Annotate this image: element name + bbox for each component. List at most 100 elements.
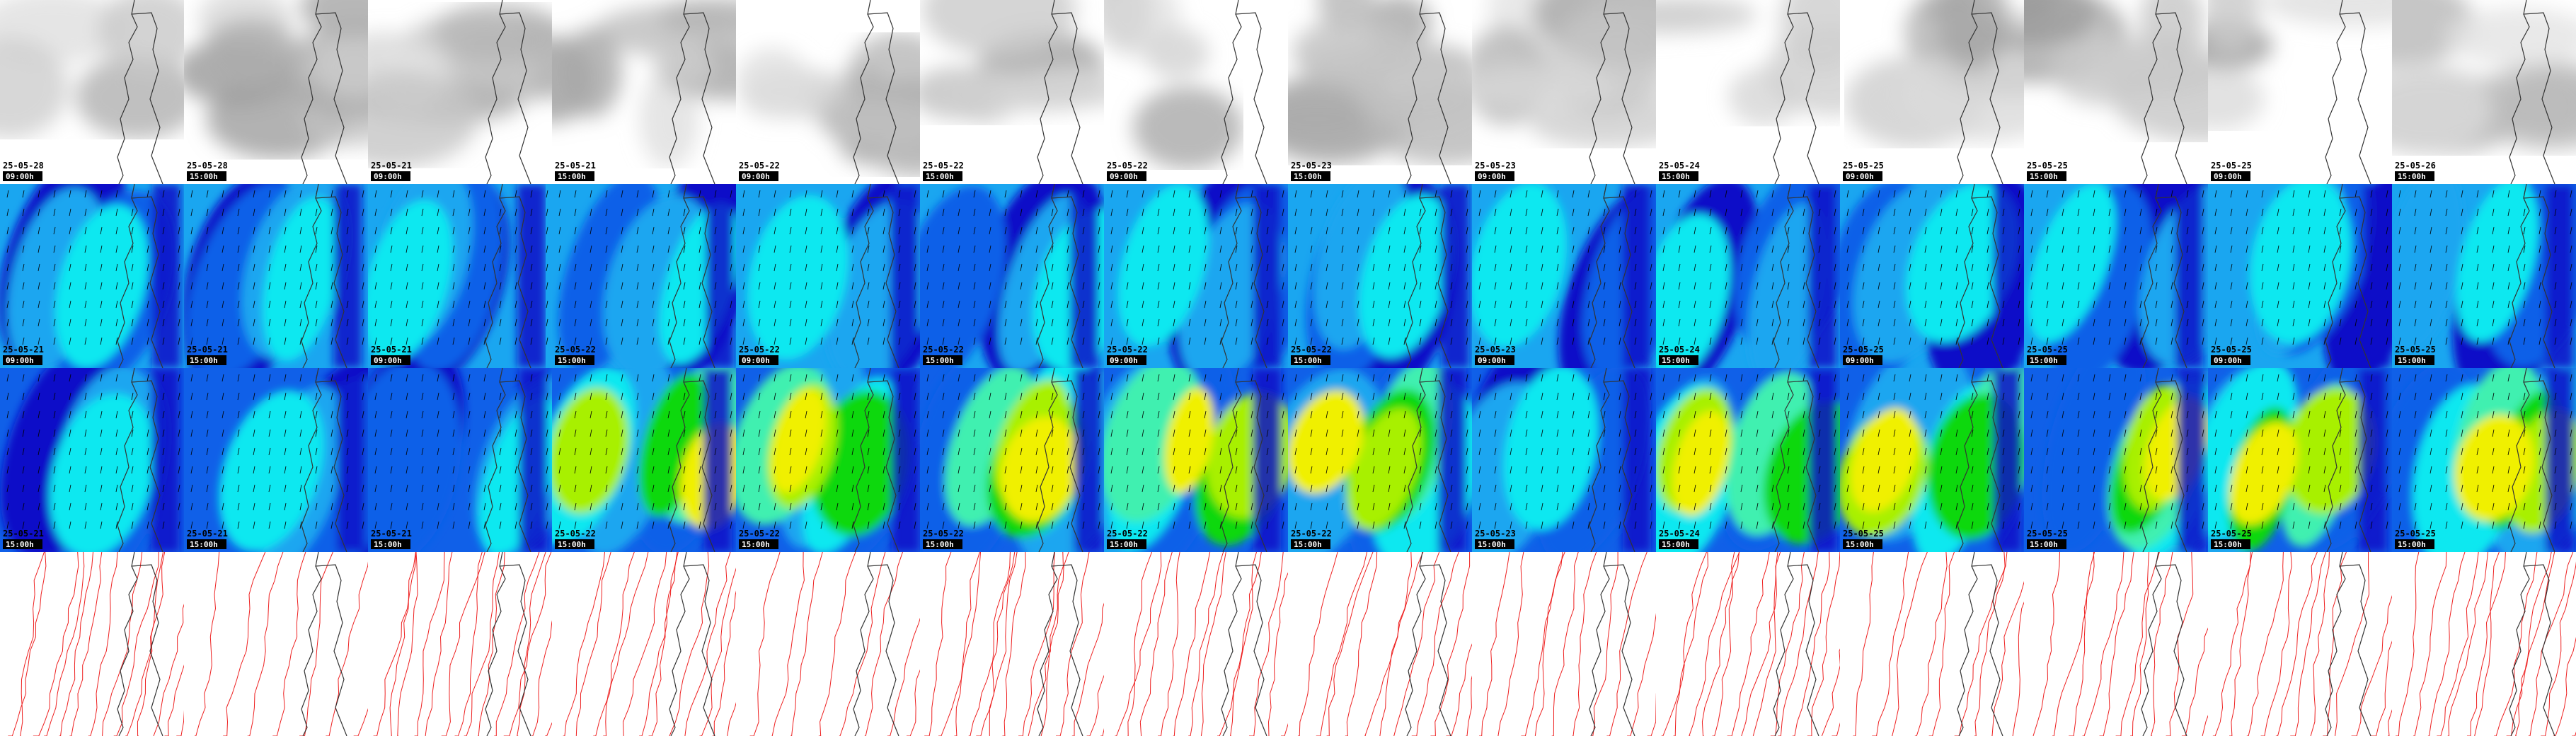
pressure-isobar <box>639 552 678 736</box>
wind-barb <box>1971 392 1974 401</box>
wind-barb <box>162 263 165 272</box>
wind-barb <box>958 226 960 235</box>
wind-barb <box>2277 208 2279 217</box>
wind-barb <box>590 226 592 235</box>
wind-barb <box>1650 263 1652 272</box>
pressure-isobar <box>176 710 184 736</box>
wind-barb <box>1603 208 1606 217</box>
wind-barb <box>162 466 165 474</box>
coastline <box>2339 196 2371 369</box>
wind-barb <box>1051 318 1054 327</box>
wind-barb <box>1694 429 1696 437</box>
wind-barb <box>2323 521 2326 529</box>
wind-barb <box>1862 245 1865 253</box>
wind-barb <box>237 502 240 511</box>
wind-speed-band <box>2027 184 2116 343</box>
wind-barb <box>2570 410 2572 419</box>
wind-barb <box>820 502 823 511</box>
wind-barb <box>1572 502 1575 511</box>
pressure-isobar <box>954 552 981 736</box>
wind-barb <box>636 392 639 401</box>
wind-barb <box>2414 245 2417 253</box>
wind-barb <box>1893 226 1896 235</box>
wind-barb <box>1678 374 1681 382</box>
pressure-isobar <box>1071 602 1104 736</box>
wind-barb <box>1846 484 1849 493</box>
pressure-isobar <box>2202 715 2208 736</box>
wind-barb <box>1940 410 1943 419</box>
wind-barb <box>546 447 548 456</box>
wind-barb <box>1157 410 1160 419</box>
wind-barb <box>1051 208 1054 217</box>
wind-barb <box>558 263 561 272</box>
panel-date-label: 25-05-24 <box>1659 529 1700 539</box>
wind-barb <box>2046 300 2049 309</box>
pressure-isobar <box>1853 552 1874 736</box>
wind-barb <box>989 300 991 309</box>
panel-date-label: 25-05-22 <box>555 529 596 539</box>
wind-barb <box>1020 521 1023 529</box>
coastline <box>2523 564 2555 736</box>
wind-barb <box>1709 502 1712 511</box>
wind-barb <box>268 282 271 290</box>
wind-barb <box>1282 374 1284 382</box>
wind-barb <box>1235 245 1238 253</box>
wind-barb <box>1709 245 1712 253</box>
wind-speed-band <box>1850 408 1919 512</box>
pressure-isobar <box>2229 552 2253 736</box>
wind-barb <box>1940 208 1943 217</box>
wind-barb <box>1051 466 1054 474</box>
wind-barb <box>667 521 670 529</box>
wind-barb <box>2018 245 2020 253</box>
wind-barb <box>2476 484 2479 493</box>
wind-barb <box>1173 337 1175 345</box>
wind-barb <box>499 484 502 493</box>
wind-barb <box>178 282 180 290</box>
wind-barb <box>2538 521 2541 529</box>
wind-barb <box>1434 337 1437 345</box>
wind-barb <box>1924 447 1927 456</box>
cloud-mass <box>1899 45 2024 142</box>
wind-barb <box>989 410 991 419</box>
wind-barb <box>2554 429 2557 437</box>
wind-barb <box>1294 337 1297 345</box>
pressure-isobar <box>1712 552 1735 736</box>
pressure-isobar <box>906 669 920 736</box>
panel-date-label: 25-05-21 <box>371 345 412 355</box>
wind-barb <box>1419 466 1422 474</box>
wind-barb <box>558 447 561 456</box>
pressure-isobar <box>1379 552 1424 736</box>
wind-barb <box>2170 410 2173 419</box>
wind-barb <box>1818 337 1821 345</box>
wind-barb <box>1282 190 1284 198</box>
wind-barb <box>1188 410 1191 419</box>
wind-barb <box>2018 484 2020 493</box>
wind-barb <box>1020 300 1023 309</box>
wind-barb <box>315 502 318 511</box>
wind-barb <box>2308 392 2311 401</box>
wind-barb <box>1419 318 1422 327</box>
wind-barb <box>820 374 823 382</box>
pressure-isobar <box>389 552 416 736</box>
wind-barb <box>2277 484 2279 493</box>
wind-barb <box>1878 484 1880 493</box>
wind-barb <box>315 521 318 529</box>
wind-barb <box>1572 245 1575 253</box>
wind-barb <box>100 318 103 327</box>
wind-barb <box>973 337 976 345</box>
wind-barb <box>805 282 807 290</box>
wind-barb <box>2339 208 2342 217</box>
wind-barb <box>1173 226 1175 235</box>
wind-barb <box>1419 263 1422 272</box>
wind-barb <box>926 282 929 290</box>
pressure-isobar <box>503 552 552 736</box>
wind-barb <box>1725 318 1727 327</box>
wind-barb <box>1940 226 1943 235</box>
wind-barb <box>1035 429 1038 437</box>
wind-barb <box>774 190 776 198</box>
wind-barb <box>330 337 333 345</box>
wind-barb <box>315 208 318 217</box>
wind-barb <box>1372 392 1375 401</box>
